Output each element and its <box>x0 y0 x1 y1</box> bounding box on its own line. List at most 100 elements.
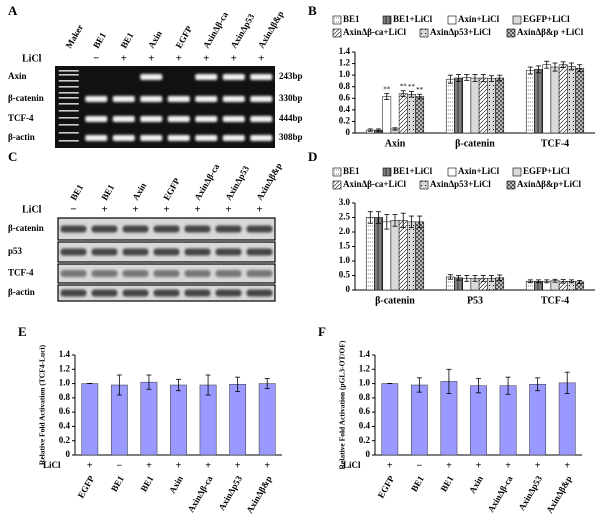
bar <box>445 78 455 134</box>
y-tick-label: 0.4 <box>339 104 351 114</box>
legend-label: BE1 <box>343 166 360 176</box>
error-bar <box>400 212 406 229</box>
legend-swatch <box>419 28 429 38</box>
row-label: β-catenin <box>8 223 44 233</box>
bar <box>454 77 463 134</box>
band <box>91 270 118 277</box>
band <box>112 116 135 122</box>
x-tick-label: BE1 <box>409 474 426 494</box>
band <box>250 74 273 80</box>
treatment-sign: + <box>231 53 237 65</box>
band <box>246 248 273 256</box>
row-label: β-actin <box>8 132 35 142</box>
band <box>250 96 273 102</box>
y-tick-label: 0 <box>346 127 351 137</box>
treatment-label: LiCl <box>22 53 42 64</box>
error-bar <box>535 377 541 392</box>
bar <box>407 221 416 291</box>
treatment-sign: + <box>176 53 182 65</box>
band <box>122 270 149 277</box>
y-tick-label: 0.8 <box>59 392 71 402</box>
panel-label: E <box>18 324 27 339</box>
lane-label: BE1 <box>68 182 85 202</box>
bar <box>110 384 128 456</box>
band <box>167 135 190 141</box>
lane-label: AxinΔβ&p <box>254 161 283 202</box>
error-bar <box>544 279 550 284</box>
y-tick-label: 1.4 <box>359 349 371 359</box>
error-bar <box>417 215 423 229</box>
band <box>184 270 211 277</box>
legend-label: AxinΔβ-ca+LiCl <box>343 179 407 189</box>
x-tick-label: Axin <box>467 474 485 495</box>
error-bar <box>400 90 406 97</box>
x-tick-label: P53 <box>467 295 483 306</box>
lane-label: Maker <box>64 23 86 51</box>
x-tick-label: AxinΔβ-ca <box>486 474 515 514</box>
band <box>91 225 118 233</box>
bar <box>470 385 487 456</box>
error-bar <box>536 279 542 284</box>
error-bar <box>376 128 382 132</box>
significance: ** <box>416 86 424 94</box>
legend-label: AxinΔβ&p+LiCl <box>517 179 582 189</box>
x-tick-label: AxinΔp53 <box>216 474 244 512</box>
y-tick-label: 0.8 <box>359 392 371 402</box>
error-bar <box>446 368 452 394</box>
bar <box>81 383 99 456</box>
band <box>215 248 242 256</box>
error-bar <box>464 74 470 81</box>
treatment-sign: + <box>146 460 152 471</box>
y-tick-label: 0.6 <box>59 406 71 416</box>
panel-label: C <box>8 149 17 164</box>
legend-swatch <box>382 167 392 177</box>
bar <box>199 384 217 456</box>
y-tick-label: 0.4 <box>359 420 371 430</box>
band <box>246 270 273 277</box>
band <box>222 116 245 122</box>
legend-swatch <box>447 167 457 177</box>
ladder-band <box>58 80 79 82</box>
bar <box>478 77 488 134</box>
band <box>91 289 118 297</box>
ladder-band <box>58 86 79 88</box>
legend-label: EGFP+LiCl <box>523 14 570 24</box>
treatment-sign: + <box>205 460 211 471</box>
band <box>153 289 180 297</box>
y-axis-title: Relative Fold Activation (pGL3-OT/OF) <box>338 340 347 469</box>
y-tick-label: 0.2 <box>339 115 351 125</box>
band <box>246 225 273 233</box>
legend-label: BE1+LiCl <box>393 166 433 176</box>
legend-swatch <box>512 167 522 177</box>
y-tick-label: 0.6 <box>359 406 371 416</box>
treatment-sign: + <box>194 204 200 216</box>
y-tick-label: 1.2 <box>339 58 351 68</box>
ladder-band <box>58 117 79 119</box>
treatment-sign: + <box>505 460 511 471</box>
band <box>250 116 273 122</box>
band <box>85 96 108 102</box>
error-bar <box>408 215 414 229</box>
lane-label: Axin <box>146 29 164 50</box>
x-tick-label: Axin <box>167 474 185 495</box>
bar <box>487 78 496 134</box>
ladder-band <box>58 74 79 76</box>
error-bar <box>464 275 470 282</box>
treatment-sign: − <box>417 460 423 471</box>
treatment-label: LiCl <box>343 460 361 470</box>
treatment-sign: + <box>387 460 393 471</box>
lane-label: AxinΔβ&p <box>256 9 285 50</box>
x-tick-label: TCF-4 <box>541 138 569 149</box>
y-tick-label: 1.0 <box>359 378 371 388</box>
legend-label: BE1+LiCl <box>393 14 433 24</box>
ladder-band <box>58 97 79 99</box>
ladder-band <box>58 70 79 72</box>
error-bar <box>560 61 566 69</box>
error-bar <box>472 275 478 282</box>
error-bar <box>376 211 382 224</box>
x-tick-label: AxinΔβ-ca <box>186 474 215 514</box>
legend-label: AxinΔp53+LiCl <box>430 27 491 37</box>
bar <box>529 384 547 456</box>
band <box>215 270 242 277</box>
